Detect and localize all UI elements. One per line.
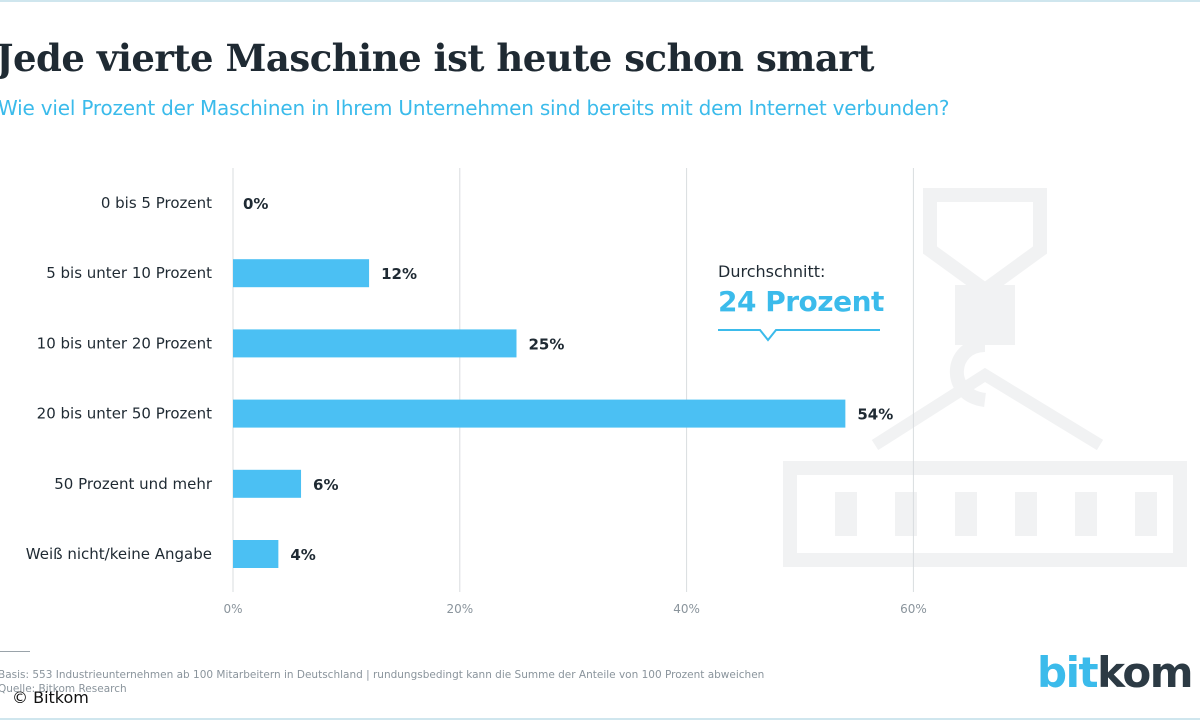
bar xyxy=(233,540,279,568)
bar xyxy=(233,329,517,358)
category-label: Weiß nicht/keine Angabe xyxy=(26,545,212,563)
x-axis-ticks: 0% 20% 40% 60% xyxy=(223,602,926,616)
category-label: 50 Prozent und mehr xyxy=(54,475,213,493)
footnote: Basis: 553 Industrieunternehmen ab 100 M… xyxy=(0,669,765,681)
footer-divider xyxy=(0,651,30,652)
watermark-shape xyxy=(1075,492,1097,536)
logo-part-bit: bit xyxy=(1037,648,1099,697)
copyright: © Bitkom xyxy=(12,688,89,707)
watermark-shape xyxy=(923,188,1047,299)
bars xyxy=(233,259,846,568)
gridlines xyxy=(232,168,914,592)
top-rule xyxy=(0,0,1200,2)
category-label: 20 bis unter 50 Prozent xyxy=(37,405,212,423)
chart-title: Jede vierte Maschine ist heute schon sma… xyxy=(0,36,874,80)
x-tick-label: 0% xyxy=(223,602,242,616)
bottom-rule xyxy=(0,718,1200,720)
watermark-shape xyxy=(895,492,917,536)
source-note: Quelle: Bitkom Research xyxy=(0,683,127,695)
watermark-graphic xyxy=(783,188,1187,567)
bar xyxy=(233,259,370,288)
callout-pointer-icon xyxy=(718,329,880,342)
average-value: 24 Prozent xyxy=(718,285,884,318)
watermark-shape xyxy=(955,285,1015,345)
x-tick-label: 20% xyxy=(446,602,473,616)
average-callout: Durchschnitt: 24 Prozent xyxy=(718,262,884,342)
value-label: 12% xyxy=(381,265,417,283)
value-labels: 0% 12% 25% 54% 6% 4% xyxy=(243,195,893,564)
watermark-shape xyxy=(1015,492,1037,536)
x-tick-label: 60% xyxy=(900,602,927,616)
watermark-shape xyxy=(783,461,1187,567)
logo-part-kom: kom xyxy=(1097,648,1193,697)
value-label: 6% xyxy=(313,476,338,494)
watermark-shape xyxy=(871,367,1104,451)
value-label: 4% xyxy=(290,546,315,564)
value-label: 54% xyxy=(857,406,893,424)
watermark-shape xyxy=(1135,492,1157,536)
bitkom-logo: bitkom xyxy=(1037,648,1193,697)
category-label: 10 bis unter 20 Prozent xyxy=(37,334,212,352)
x-tick-label: 40% xyxy=(673,602,700,616)
bar xyxy=(233,399,846,428)
category-label: 0 bis 5 Prozent xyxy=(101,194,212,212)
chart-subtitle: Wie viel Prozent der Maschinen in Ihrem … xyxy=(0,96,950,120)
watermark-shape xyxy=(955,492,977,536)
value-label: 25% xyxy=(529,335,565,353)
bar xyxy=(233,469,302,498)
value-label: 0% xyxy=(243,195,268,213)
category-label: 5 bis unter 10 Prozent xyxy=(46,264,212,282)
watermark-shape xyxy=(835,492,857,536)
average-label: Durchschnitt: xyxy=(718,262,826,281)
category-labels: 0 bis 5 Prozent 5 bis unter 10 Prozent 10 … xyxy=(26,194,213,563)
watermark-shape xyxy=(949,338,987,407)
